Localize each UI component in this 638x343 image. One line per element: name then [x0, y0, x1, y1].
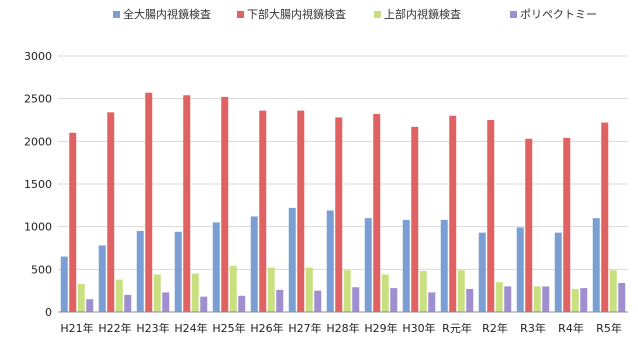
y-tick-label: 2000 — [24, 135, 52, 148]
bar — [162, 292, 170, 312]
bar — [457, 270, 465, 312]
bar — [440, 219, 448, 312]
bar — [86, 299, 94, 312]
bar — [364, 218, 372, 312]
bar — [200, 296, 208, 312]
x-tick-label: H24年 — [174, 321, 207, 335]
y-tick-label: 500 — [31, 263, 52, 276]
bar — [525, 138, 533, 312]
bar — [326, 210, 334, 312]
legend-swatch — [374, 11, 381, 18]
bar — [516, 227, 524, 312]
bar — [449, 115, 457, 312]
x-tick-label: H23年 — [136, 321, 169, 335]
legend-label: 上部内視鏡検査 — [384, 7, 461, 21]
y-tick-label: 2500 — [24, 93, 52, 106]
bar — [60, 256, 68, 312]
bar — [495, 282, 503, 312]
bar — [419, 271, 427, 312]
bar — [297, 110, 305, 312]
bars — [60, 92, 626, 313]
x-tick-label: R元年 — [442, 321, 472, 335]
legend: 全大腸内視鏡検査 下部大腸内視鏡検査 上部内視鏡検査 ポリペクトミー — [113, 7, 597, 21]
y-tick-label: 1500 — [24, 178, 52, 191]
bar — [107, 112, 115, 312]
bar — [221, 96, 229, 313]
bar — [250, 216, 258, 312]
legend-swatch — [113, 11, 120, 18]
y-tick-label: 0 — [45, 306, 52, 319]
bar — [504, 286, 512, 312]
legend-label: 全大腸内視鏡検査 — [123, 7, 211, 21]
bar — [136, 230, 144, 312]
bar — [618, 282, 626, 312]
bar — [124, 294, 132, 312]
bar — [212, 222, 220, 312]
x-axis-ticks: H21年 H22年 H23年 H24年 H25年 H26年 H27年 H28年 H29年 H30年… — [60, 321, 621, 335]
x-tick-label: H25年 — [212, 321, 245, 335]
bar — [542, 286, 550, 312]
bar — [580, 288, 588, 312]
bar — [115, 279, 123, 312]
bar — [466, 288, 474, 312]
bar — [153, 274, 161, 312]
bar — [533, 286, 541, 312]
y-tick-label: 3000 — [24, 50, 52, 63]
bar — [592, 218, 600, 312]
bar — [478, 232, 486, 312]
x-tick-label: H28年 — [326, 321, 359, 335]
bar — [305, 267, 313, 312]
x-tick-label: H26年 — [250, 321, 283, 335]
bar — [77, 283, 85, 312]
x-tick-label: R2年 — [482, 321, 508, 335]
x-tick-label: H22年 — [98, 321, 131, 335]
bar — [288, 207, 296, 312]
x-tick-label: R3年 — [520, 321, 546, 335]
bar — [571, 288, 579, 312]
bar — [229, 265, 237, 312]
x-tick-label: R5年 — [596, 321, 622, 335]
x-tick-label: H21年 — [60, 321, 93, 335]
bar — [487, 120, 495, 312]
bar — [276, 289, 284, 312]
bar — [191, 273, 199, 312]
bar — [314, 290, 322, 312]
bar — [174, 231, 182, 312]
y-axis-ticks: 0 500 1000 1500 2000 2500 3000 — [24, 50, 52, 319]
legend-swatch — [237, 11, 244, 18]
bar — [238, 295, 246, 312]
bar — [259, 110, 267, 312]
bar — [609, 270, 617, 312]
bar — [428, 292, 436, 312]
bar — [183, 95, 191, 313]
bar — [335, 117, 343, 312]
y-tick-label: 1000 — [24, 221, 52, 234]
bar — [343, 270, 351, 312]
x-tick-label: H29年 — [364, 321, 397, 335]
bar — [381, 274, 389, 312]
bar — [563, 137, 571, 312]
gridlines — [58, 55, 628, 270]
bar — [267, 267, 275, 312]
bar — [69, 132, 77, 312]
x-tick-label: R4年 — [558, 321, 584, 335]
bar — [98, 245, 106, 312]
bar — [554, 232, 562, 312]
bar — [373, 114, 381, 312]
x-tick-label: H30年 — [402, 321, 435, 335]
legend-swatch — [510, 11, 517, 18]
legend-label: 下部大腸内視鏡検査 — [247, 7, 346, 21]
bar — [411, 126, 419, 313]
bar — [145, 92, 153, 313]
x-tick-label: H27年 — [288, 321, 321, 335]
legend-label: ポリペクトミー — [520, 8, 597, 21]
bar — [352, 287, 360, 312]
bar — [390, 288, 398, 312]
bar — [402, 219, 410, 312]
bar — [601, 122, 609, 312]
